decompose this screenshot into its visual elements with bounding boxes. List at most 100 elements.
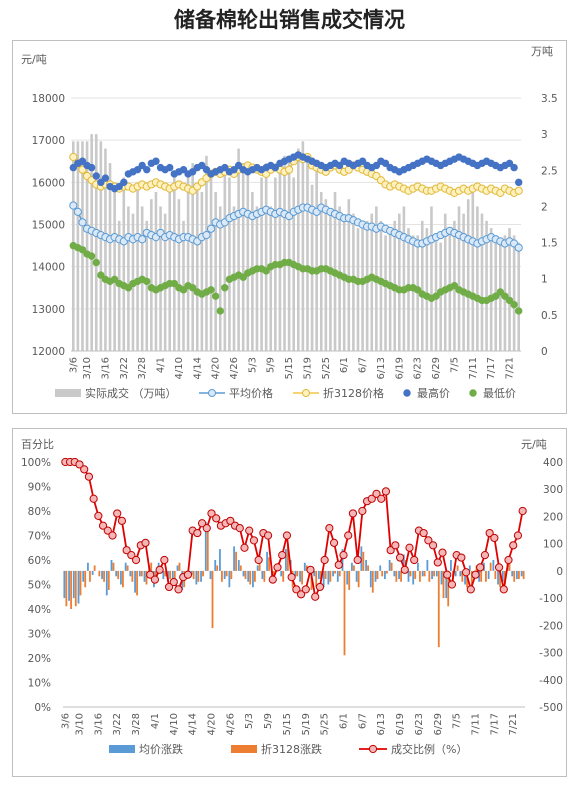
p3128-change-bar bbox=[178, 562, 181, 571]
ratio-point bbox=[278, 551, 287, 560]
left-axis-unit: 百分比 bbox=[21, 438, 54, 451]
p3128-change-bar bbox=[140, 570, 143, 577]
p3128-change-bar bbox=[348, 570, 351, 590]
p3128-change-bar bbox=[122, 570, 124, 588]
x-tick-label: 6/1 bbox=[339, 357, 350, 373]
volume-bar bbox=[388, 228, 392, 351]
y-left-tick-label: 17000 bbox=[32, 135, 65, 147]
ratio-point bbox=[226, 516, 235, 525]
volume-bar bbox=[443, 213, 447, 351]
y-left-tick-label: 20% bbox=[28, 653, 51, 665]
x-tick-label: 4/26 bbox=[225, 713, 236, 735]
avg-change-bar bbox=[412, 570, 415, 585]
ratio-point bbox=[513, 531, 523, 540]
avg-price-point bbox=[69, 201, 78, 210]
y-right-tick-label: 0 bbox=[556, 566, 563, 578]
volume-bar bbox=[159, 206, 162, 351]
legend-label-ratio: 成交比例（%） bbox=[391, 742, 467, 756]
ratio-point bbox=[141, 538, 150, 547]
p3128-change-bar bbox=[437, 570, 440, 648]
volume-bar bbox=[480, 213, 484, 351]
p3128-change-bar bbox=[169, 570, 171, 580]
volume-bar bbox=[182, 220, 185, 351]
ratio-point bbox=[174, 585, 183, 594]
p3128-change-bar bbox=[409, 570, 412, 577]
x-tick-label: 5/25 bbox=[321, 357, 332, 379]
avg-change-bar bbox=[190, 570, 193, 575]
p3128-change-bar bbox=[131, 570, 134, 582]
ratio-point bbox=[339, 551, 348, 560]
volume-bar bbox=[99, 141, 103, 351]
volume-bar bbox=[476, 206, 479, 351]
avg-change-bar bbox=[501, 570, 504, 582]
left-axis-unit: 元/吨 bbox=[21, 53, 47, 66]
p3128-change-bar bbox=[376, 570, 379, 580]
p3128-change-bar bbox=[494, 570, 497, 580]
volume-bar bbox=[420, 220, 424, 351]
avg-change-bar bbox=[431, 570, 433, 580]
avg-change-bar bbox=[105, 570, 108, 596]
max-price-point bbox=[92, 172, 100, 180]
y-left-tick-label: 18000 bbox=[32, 93, 65, 105]
volume-bar bbox=[228, 177, 231, 351]
price-volume-chart: 元/吨 万吨 12000 13000 14000 15000 16000 17000 18000… bbox=[21, 45, 558, 400]
avg-change-bar bbox=[138, 570, 141, 577]
max-price-point bbox=[143, 165, 151, 174]
y-right-tick-label: 3 bbox=[541, 129, 548, 141]
volume-bar bbox=[154, 191, 158, 351]
p3128-change-bar bbox=[296, 570, 299, 577]
volume-bar bbox=[430, 206, 433, 351]
ratio-point bbox=[113, 509, 122, 518]
avg-change-bar bbox=[369, 570, 372, 588]
volume-bar bbox=[191, 163, 194, 351]
x-tick-label: 3/16 bbox=[93, 713, 104, 735]
change-ratio-chart: 百分比 元/吨 0% 10% 20% 30% 40% 50% 60% 70% 80% 90% 100% -… bbox=[21, 438, 563, 756]
y-left-tick-label: 90% bbox=[28, 482, 51, 494]
volume-bar bbox=[499, 242, 502, 351]
volume-bar bbox=[283, 155, 286, 351]
min-price-point bbox=[510, 300, 518, 309]
ratio-point bbox=[245, 526, 254, 535]
p3128-change-bar bbox=[485, 570, 487, 582]
avg-change-bar bbox=[252, 570, 254, 588]
avg-change-bar bbox=[209, 570, 212, 580]
p3128-change-bar bbox=[145, 570, 148, 585]
ratio-point bbox=[329, 538, 339, 547]
legend-swatch-p3128-change bbox=[231, 745, 257, 753]
x-tick-label: 5/9 bbox=[266, 357, 277, 373]
p3128-change-bar bbox=[150, 562, 153, 571]
volume-bar bbox=[315, 170, 318, 351]
y-left-tick-label: 0% bbox=[34, 702, 51, 714]
p3128-change-bar bbox=[254, 570, 256, 582]
avg-price-point bbox=[138, 235, 147, 244]
y-right-tick-label: 300 bbox=[543, 484, 563, 496]
avg-change-bar bbox=[336, 570, 339, 582]
volume-bar bbox=[200, 191, 204, 351]
ratio-point bbox=[344, 531, 353, 540]
legend-label-volume: 实际成交 （万吨） bbox=[85, 386, 177, 400]
avg-change-bar bbox=[318, 570, 320, 580]
avg-change-bar bbox=[327, 570, 330, 585]
y-right-tick-label: 3.5 bbox=[541, 93, 558, 105]
volume-bar bbox=[384, 235, 387, 351]
ratio-point bbox=[358, 506, 367, 516]
volume-bar bbox=[264, 163, 268, 351]
avg-change-bar bbox=[421, 570, 424, 577]
avg-change-bar bbox=[511, 570, 514, 577]
max-price-point bbox=[515, 178, 523, 187]
avg-change-bar bbox=[200, 570, 202, 582]
x-tick-label: 4/26 bbox=[229, 357, 240, 379]
x-tick-label: 3/22 bbox=[119, 357, 130, 379]
volume-bar bbox=[512, 235, 516, 351]
x-tick-label: 6/19 bbox=[394, 357, 405, 379]
avg-change-bar bbox=[101, 570, 103, 580]
ratio-point bbox=[334, 560, 343, 569]
volume-bar bbox=[306, 163, 309, 351]
ratio-point bbox=[84, 472, 94, 481]
y-left-tick-label: 16000 bbox=[32, 177, 65, 189]
p3128-change-bar bbox=[315, 570, 318, 588]
ratio-point bbox=[202, 524, 211, 533]
ratio-point bbox=[287, 573, 296, 582]
avg-change-bar bbox=[379, 565, 382, 571]
volume-bar bbox=[508, 228, 511, 351]
